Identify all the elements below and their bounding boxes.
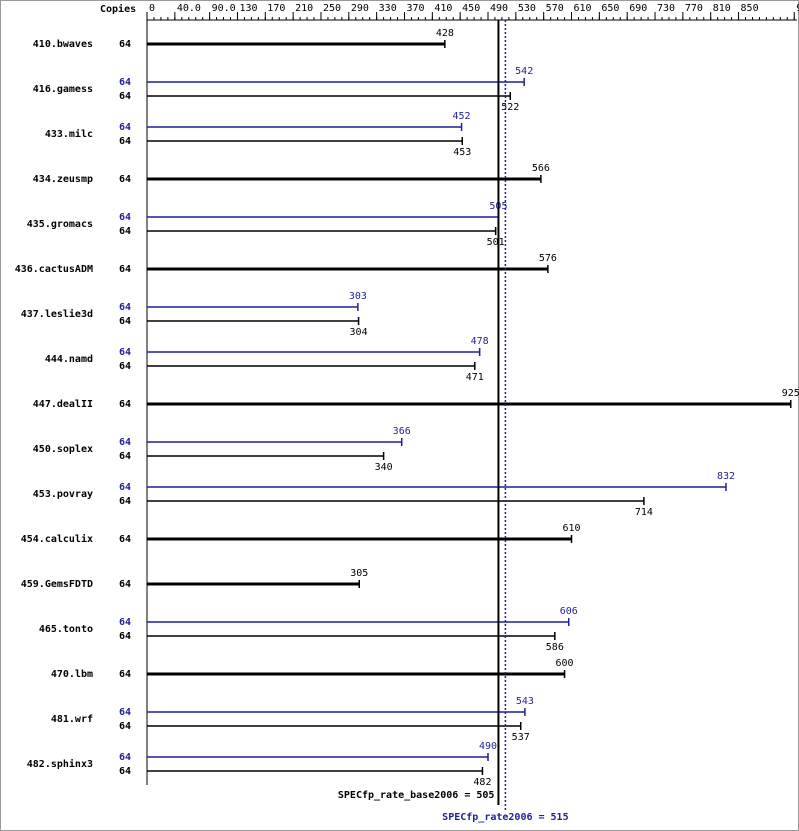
benchmark-label: 435.gromacs (27, 219, 93, 230)
x-axis-label: Copies (100, 3, 136, 15)
copies-label: 64 (119, 752, 131, 763)
copies-label: 64 (119, 212, 131, 223)
benchmark-label: 434.zeusmp (33, 174, 93, 185)
copies-label: 64 (119, 437, 131, 448)
value-label: 366 (393, 426, 411, 437)
copies-label: 64 (119, 226, 131, 237)
x-tick-label: 90.0 (212, 3, 236, 14)
copies-label: 64 (119, 451, 131, 462)
benchmark-label: 416.gamess (33, 84, 93, 95)
benchmark-label: 453.povray (33, 489, 93, 500)
copies-label: 64 (119, 347, 131, 358)
copies-label: 64 (119, 631, 131, 642)
x-tick-label: 170 (267, 3, 285, 14)
copies-label: 64 (119, 174, 131, 185)
value-label: 566 (532, 163, 550, 174)
x-tick-label: 40.0 (177, 3, 201, 14)
x-tick-label: 570 (546, 3, 564, 14)
value-label: 714 (635, 507, 653, 518)
benchmark-label: 459.GemsFDTD (21, 579, 93, 590)
value-label: 490 (479, 741, 497, 752)
benchmark-label: 481.wrf (51, 714, 93, 725)
value-label: 305 (350, 568, 368, 579)
benchmark-label: 465.tonto (39, 624, 93, 635)
value-label: 478 (471, 336, 489, 347)
copies-label: 64 (119, 264, 131, 275)
x-tick-label: 810 (713, 3, 731, 14)
benchmark-label: 447.dealII (33, 399, 93, 410)
copies-label: 64 (119, 316, 131, 327)
x-tick-label: 490 (490, 3, 508, 14)
value-label: 452 (453, 111, 471, 122)
x-tick-label: 370 (406, 3, 424, 14)
reference-label: SPECfp_rate_base2006 = 505 (338, 790, 495, 801)
x-tick-label: 290 (351, 3, 369, 14)
benchmark-label: 470.lbm (51, 669, 93, 680)
copies-label: 64 (119, 721, 131, 732)
value-label: 304 (350, 327, 368, 338)
copies-label: 64 (119, 534, 131, 545)
x-tick-label: 770 (685, 3, 703, 14)
value-label: 522 (501, 102, 519, 113)
value-label: 537 (512, 732, 530, 743)
x-tick-label: 850 (741, 3, 759, 14)
copies-label: 64 (119, 77, 131, 88)
x-tick-label: 930 (796, 3, 799, 14)
copies-label: 64 (119, 302, 131, 313)
x-tick-label: 410 (434, 3, 452, 14)
x-tick-label: 730 (657, 3, 675, 14)
copies-label: 64 (119, 136, 131, 147)
copies-label: 64 (119, 707, 131, 718)
x-tick-label: 450 (462, 3, 480, 14)
value-label: 543 (516, 696, 534, 707)
x-tick-label: 210 (295, 3, 313, 14)
value-label: 610 (562, 523, 580, 534)
benchmark-label: 437.leslie3d (21, 308, 93, 320)
benchmark-label: 436.cactusADM (15, 264, 93, 275)
benchmark-label: 482.sphinx3 (27, 758, 93, 770)
benchmark-label: 444.namd (45, 354, 93, 365)
benchmark-label: 433.milc (45, 128, 93, 140)
benchmark-label: 450.soplex (33, 444, 93, 455)
value-label: 832 (717, 471, 735, 482)
copies-label: 64 (119, 579, 131, 590)
copies-label: 64 (119, 39, 131, 50)
value-label: 586 (546, 642, 564, 653)
value-label: 482 (473, 777, 491, 788)
value-label: 925 (782, 388, 799, 399)
x-tick-label: 610 (574, 3, 592, 14)
value-label: 600 (556, 658, 574, 669)
copies-label: 64 (119, 399, 131, 410)
x-tick-label: 130 (239, 3, 257, 14)
copies-label: 64 (119, 361, 131, 372)
x-tick-label: 0 (149, 3, 155, 14)
x-tick-label: 650 (601, 3, 619, 14)
copies-label: 64 (119, 91, 131, 102)
value-label: 471 (466, 372, 484, 383)
value-label: 576 (539, 253, 557, 264)
copies-label: 64 (119, 669, 131, 680)
copies-label: 64 (119, 482, 131, 493)
copies-label: 64 (119, 766, 131, 777)
x-tick-label: 330 (379, 3, 397, 14)
value-label: 453 (453, 147, 471, 158)
value-label: 340 (375, 462, 393, 473)
benchmark-label: 410.bwaves (33, 39, 93, 50)
x-tick-label: 250 (323, 3, 341, 14)
copies-label: 64 (119, 122, 131, 133)
benchmark-label: 454.calculix (21, 533, 93, 545)
reference-label: SPECfp_rate2006 = 515 (442, 812, 568, 823)
value-label: 542 (515, 66, 533, 77)
x-tick-label: 690 (629, 3, 647, 14)
value-label: 501 (487, 237, 505, 248)
copies-label: 64 (119, 617, 131, 628)
copies-label: 64 (119, 496, 131, 507)
value-label: 606 (560, 606, 578, 617)
value-label: 428 (436, 28, 454, 39)
x-tick-label: 530 (518, 3, 536, 14)
value-label: 303 (349, 291, 367, 302)
